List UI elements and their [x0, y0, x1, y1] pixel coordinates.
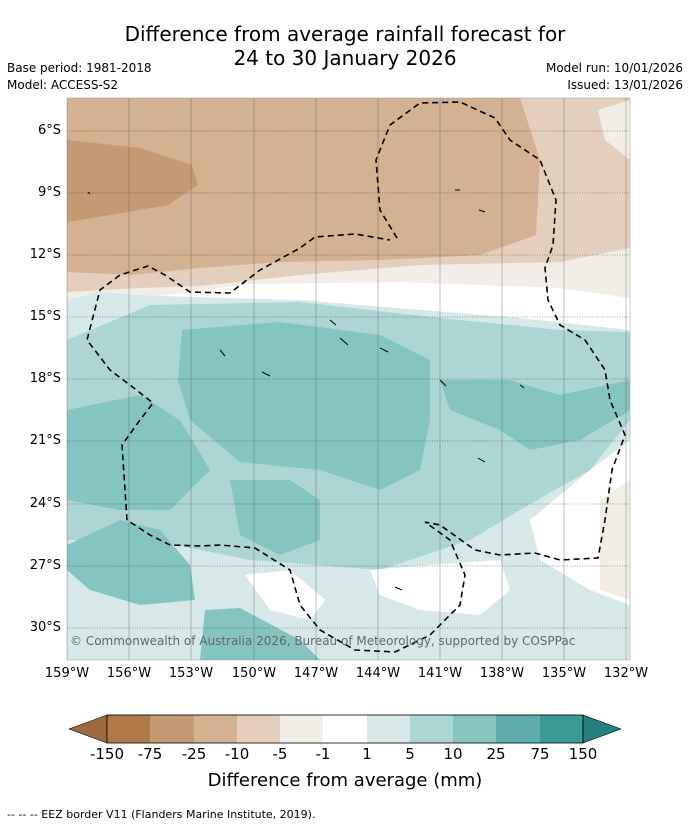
colorbar-swatch: [194, 715, 237, 743]
dry-patch-east: [600, 480, 630, 600]
colorbar-tick: 150: [568, 745, 598, 763]
model-name: Model: ACCESS-S2: [7, 78, 119, 92]
lon-label: 138°W: [479, 666, 525, 681]
lon-label: 132°W: [603, 666, 649, 681]
colorbar-tick: 75: [530, 745, 550, 763]
colorbar-tick: 1: [362, 745, 372, 763]
base-period: Base period: 1981-2018: [7, 61, 152, 75]
colorbar-tick: -10: [224, 745, 250, 763]
lat-label: 27°S: [29, 558, 61, 573]
wet-region-10-center: [178, 322, 430, 490]
colorbar-swatch: [107, 715, 150, 743]
wet-region-10-east: [440, 380, 630, 450]
wet-region-10-southwest: [67, 520, 195, 605]
colorbar-swatch: [540, 715, 583, 743]
meta-left: Base period: 1981-2018 Model: ACCESS-S2: [7, 60, 152, 94]
colorbar-swatch: [496, 715, 540, 743]
model-run: Model run: 10/01/2026: [545, 61, 683, 75]
colorbar-tick: 10: [443, 745, 463, 763]
title-line-2: 24 to 30 January 2026: [233, 46, 457, 70]
wet-region-10-west: [67, 395, 210, 510]
lon-label: 147°W: [293, 666, 339, 681]
colorbar-tick: 5: [405, 745, 415, 763]
colorbar-tick: -1: [315, 745, 331, 763]
lon-label: 144°W: [355, 666, 401, 681]
lon-label: 153°W: [168, 666, 214, 681]
colorbar-swatch: [367, 715, 410, 743]
map-frame: [66, 97, 631, 661]
colorbar-tick: 25: [486, 745, 506, 763]
map-area: [67, 98, 630, 660]
eez-footnote: -- -- -- EEZ border V11 (Flanders Marine…: [7, 808, 316, 821]
lon-label: 141°W: [417, 666, 463, 681]
lat-label: 30°S: [29, 620, 61, 635]
colorbar-swatch: [323, 715, 367, 743]
dry-region-25: [67, 140, 198, 222]
colorbar: [68, 714, 622, 744]
lon-label: 156°W: [106, 666, 152, 681]
colorbar-tick: -25: [181, 745, 207, 763]
dry-patch-ne: [598, 100, 630, 160]
lon-grid: [67, 98, 627, 660]
colorbar-tick: -5: [272, 745, 288, 763]
colorbar-swatch: [150, 715, 194, 743]
islands: [87, 189, 525, 591]
lon-label: 159°W: [44, 666, 90, 681]
lat-label: 24°S: [29, 496, 61, 511]
colorbar-arrow-right: [582, 714, 622, 744]
dry-region-10: [67, 98, 540, 275]
title-line-1: Difference from average rainfall forecas…: [124, 22, 566, 46]
colorbar-tick: -75: [137, 745, 163, 763]
eez-borders: [86, 101, 626, 653]
wet-region-10-bottom: [200, 608, 320, 660]
colorbar-arrow-left: [68, 714, 108, 744]
lat-label: 6°S: [37, 123, 61, 138]
lon-label: 135°W: [541, 666, 587, 681]
colorbar-swatch: [280, 715, 323, 743]
neutral-patch-3: [245, 570, 325, 620]
colorbar-swatch: [453, 715, 496, 743]
colorbar-title: Difference from average (mm): [207, 770, 483, 791]
wet-region-10-south: [230, 480, 320, 555]
colorbar-swatch: [410, 715, 453, 743]
lat-label: 21°S: [29, 433, 61, 448]
lat-label: 9°S: [37, 185, 61, 200]
colorbar-tick: -150: [89, 745, 125, 763]
lat-label: 15°S: [29, 309, 61, 324]
lat-label: 18°S: [29, 371, 61, 386]
map-title: Difference from average rainfall forecas…: [0, 22, 690, 70]
colorbar-swatch: [237, 715, 280, 743]
meta-right: Model run: 10/01/2026 Issued: 13/01/2026: [546, 60, 683, 94]
colorbar-frame: [106, 714, 584, 744]
copyright-notice: © Commonwealth of Australia 2026, Bureau…: [70, 634, 576, 648]
lat-label: 12°S: [29, 247, 61, 262]
issued-date: Issued: 13/01/2026: [567, 78, 683, 92]
lon-label: 150°W: [231, 666, 277, 681]
